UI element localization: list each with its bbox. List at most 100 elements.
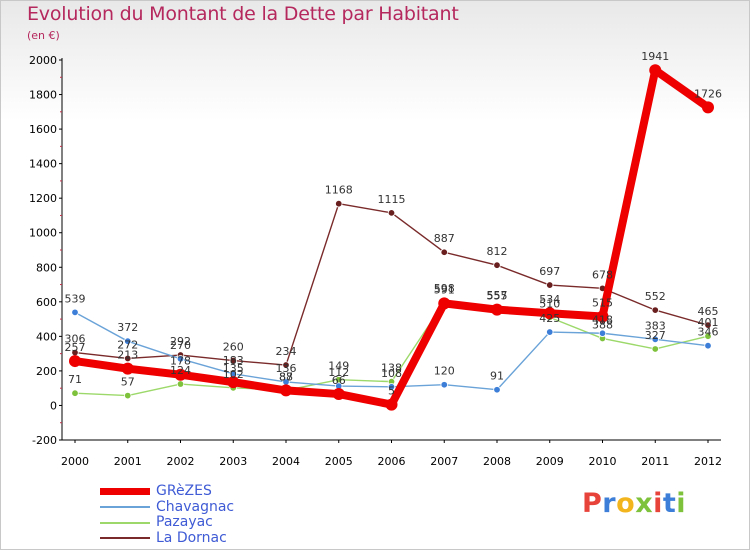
data-point bbox=[651, 306, 659, 314]
x-tick-label: 2009 bbox=[536, 455, 564, 468]
data-point bbox=[121, 362, 134, 375]
logo-letter: t bbox=[662, 488, 677, 519]
x-tick-label: 2002 bbox=[167, 455, 195, 468]
data-label: 120 bbox=[434, 365, 455, 378]
chart-legend: GRèZES Chavagnac Pazayac La Dornac bbox=[100, 483, 235, 547]
data-label: 515 bbox=[592, 297, 613, 310]
y-tick-label: 600 bbox=[36, 296, 57, 309]
x-tick-label: 2011 bbox=[641, 455, 669, 468]
data-label: 812 bbox=[487, 245, 508, 258]
data-label: 510 bbox=[539, 297, 560, 310]
y-tick-label: 1400 bbox=[29, 158, 57, 171]
data-point bbox=[704, 321, 712, 329]
data-label: 678 bbox=[592, 268, 613, 281]
data-point bbox=[282, 361, 290, 369]
data-label: 697 bbox=[539, 265, 560, 278]
data-point bbox=[69, 355, 81, 368]
y-tick-label: 1800 bbox=[29, 89, 57, 102]
data-label: 346 bbox=[698, 326, 719, 339]
data-label: 149 bbox=[328, 360, 349, 373]
data-label: 260 bbox=[223, 341, 244, 354]
y-tick-label: 200 bbox=[36, 365, 57, 378]
data-label: 1168 bbox=[325, 184, 353, 197]
data-label: 88 bbox=[279, 370, 293, 383]
data-point bbox=[332, 388, 345, 401]
data-label: 57 bbox=[121, 376, 135, 389]
proxiti-logo: Proxiti bbox=[582, 488, 686, 519]
data-label: 234 bbox=[276, 345, 297, 358]
data-point bbox=[598, 329, 607, 337]
data-label: 534 bbox=[539, 293, 560, 306]
data-label: 1726 bbox=[694, 87, 722, 100]
legend-label: GRèZES bbox=[156, 483, 212, 499]
data-label: 401 bbox=[698, 316, 719, 329]
data-label: 178 bbox=[170, 355, 191, 368]
data-point bbox=[440, 248, 448, 256]
data-label: 539 bbox=[65, 292, 86, 305]
data-label: 136 bbox=[276, 362, 297, 375]
data-point bbox=[702, 101, 714, 114]
data-label: 257 bbox=[65, 341, 86, 354]
x-tick-label: 2007 bbox=[430, 455, 458, 468]
data-label: 213 bbox=[117, 349, 138, 362]
x-tick-label: 2006 bbox=[378, 455, 406, 468]
data-point bbox=[124, 391, 132, 400]
data-point bbox=[124, 354, 132, 363]
data-point bbox=[493, 386, 501, 394]
data-label: 87 bbox=[279, 370, 293, 383]
logo-letter: i bbox=[676, 488, 687, 519]
data-label: 557 bbox=[487, 289, 508, 302]
data-label: 418 bbox=[592, 313, 613, 326]
data-point bbox=[176, 380, 185, 388]
x-tick-label: 2008 bbox=[483, 455, 511, 468]
logo-letter: o bbox=[616, 488, 636, 519]
data-point bbox=[543, 307, 556, 320]
legend-label: Pazayac bbox=[156, 514, 213, 530]
data-label: 270 bbox=[170, 339, 191, 352]
logo-letter: r bbox=[602, 488, 617, 519]
x-tick-label: 2003 bbox=[219, 455, 247, 468]
data-label: 372 bbox=[117, 321, 138, 334]
data-label: 124 bbox=[170, 364, 191, 377]
legend-swatch bbox=[100, 488, 150, 496]
data-point bbox=[546, 328, 554, 336]
x-tick-label: 2001 bbox=[114, 455, 142, 468]
x-tick-label: 2012 bbox=[694, 455, 722, 468]
logo-letter: i bbox=[653, 488, 663, 519]
y-tick-label: 0 bbox=[50, 399, 57, 412]
data-point bbox=[124, 337, 132, 345]
data-point bbox=[71, 389, 79, 397]
data-label: 598 bbox=[434, 282, 455, 295]
x-tick-label: 2010 bbox=[589, 455, 617, 468]
data-point bbox=[229, 356, 237, 365]
data-label: 388 bbox=[592, 318, 613, 331]
data-label: 135 bbox=[223, 362, 244, 375]
data-label: 5 bbox=[388, 385, 395, 398]
legend-label: Chavagnac bbox=[156, 498, 235, 515]
data-point bbox=[227, 376, 240, 389]
legend-item: La Dornac bbox=[100, 529, 234, 547]
data-point bbox=[387, 209, 396, 217]
data-label: 272 bbox=[117, 338, 138, 351]
chart-title: Evolution du Montant de la Dette par Hab… bbox=[27, 3, 459, 25]
data-point bbox=[176, 355, 185, 363]
data-point bbox=[440, 381, 448, 389]
legend-swatch bbox=[100, 537, 150, 540]
data-label: 425 bbox=[539, 312, 560, 325]
data-point bbox=[491, 303, 503, 316]
data-label: 591 bbox=[434, 283, 455, 296]
data-point bbox=[651, 335, 659, 343]
data-label: 292 bbox=[170, 335, 191, 348]
legend-label: La Dornac bbox=[156, 529, 227, 546]
y-tick-label: -200 bbox=[32, 434, 57, 447]
y-tick-label: 1200 bbox=[29, 192, 57, 205]
data-label: 383 bbox=[645, 319, 666, 332]
data-label: 327 bbox=[645, 329, 666, 342]
data-label: 1115 bbox=[378, 193, 406, 206]
data-point bbox=[704, 341, 712, 350]
data-point bbox=[649, 64, 662, 77]
legend-item: Chavagnac bbox=[100, 498, 235, 516]
data-label: 71 bbox=[68, 373, 82, 386]
data-label: 91 bbox=[490, 370, 504, 383]
